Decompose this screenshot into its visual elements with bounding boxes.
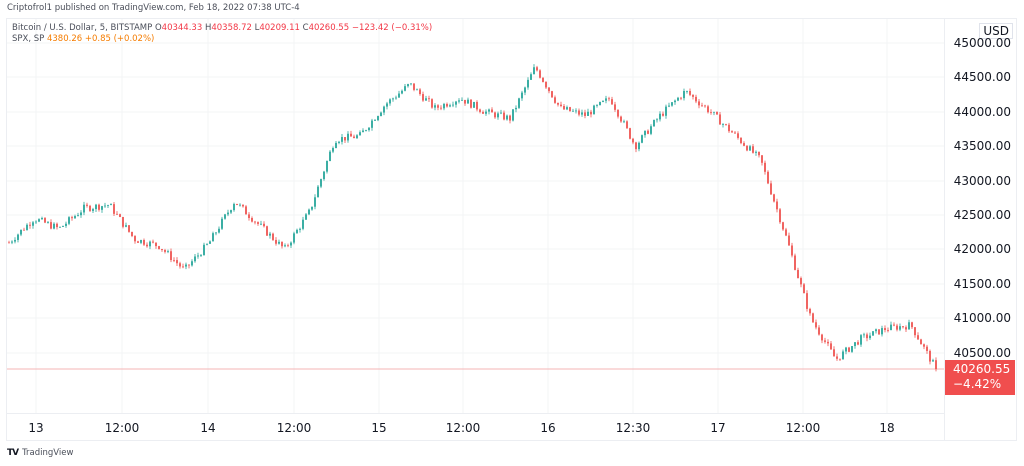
last-price-value: 40260.55 — [953, 362, 1011, 376]
last-price-change: −4.42% — [953, 377, 1002, 391]
grid-lines — [7, 19, 944, 413]
price-tick: 41000.00 — [953, 311, 1011, 325]
legend-symbol: Bitcoin / U.S. Dollar, 5, BITSTAMP — [12, 23, 153, 33]
price-chart-svg — [7, 19, 944, 413]
currency-label[interactable]: USD — [979, 23, 1013, 39]
legend-high: 40358.72 — [211, 23, 252, 33]
time-tick: 15 — [371, 421, 387, 435]
legend-change: −123.42 (−0.31%) — [351, 23, 433, 33]
price-tick: 42000.00 — [953, 242, 1011, 256]
time-tick: 12:30 — [615, 421, 651, 435]
price-tick: 45000.00 — [953, 36, 1011, 50]
price-tick: 44000.00 — [953, 105, 1011, 119]
legend-row-spx: SPX, SP 4380.26 +0.85 (+0.02%) — [12, 34, 432, 45]
footer-brand: TV TradingView — [7, 448, 73, 458]
brand-name: TradingView — [22, 448, 74, 458]
price-tick: 43500.00 — [953, 139, 1011, 153]
time-tick: 12:00 — [445, 421, 481, 435]
time-tick: 14 — [200, 421, 216, 435]
tradingview-logo-icon: TV — [7, 448, 19, 458]
legend-open: 40344.33 — [161, 23, 203, 33]
time-tick: 12:00 — [785, 421, 821, 435]
price-tick: 43000.00 — [953, 174, 1011, 188]
time-tick: 12:00 — [104, 421, 140, 435]
legend-spx-value: 4380.26 — [46, 34, 83, 44]
time-tick: 13 — [28, 421, 44, 435]
price-tick: 41500.00 — [953, 277, 1011, 291]
price-tick: 40500.00 — [953, 346, 1011, 360]
price-tick: 42500.00 — [953, 208, 1011, 222]
last-price-badge: 40260.55 −4.42% — [945, 360, 1015, 395]
legend-close: 40260.55 — [308, 23, 350, 33]
time-tick: 16 — [540, 421, 556, 435]
legend-spx-symbol: SPX, SP — [12, 34, 45, 44]
legend-spx-change: +0.85 (+0.02%) — [84, 34, 155, 44]
chart-legend: Bitcoin / U.S. Dollar, 5, BITSTAMP O4034… — [12, 23, 432, 45]
price-axis[interactable]: USD 45000.00 44500.00 44000.00 43500.00 … — [944, 19, 1017, 440]
chart-frame — [6, 18, 1017, 441]
candlestick-series — [8, 64, 937, 372]
chart-plot-area[interactable] — [7, 19, 944, 413]
legend-low: 40209.11 — [259, 23, 300, 33]
time-axis[interactable]: 13 12:00 14 12:00 15 12:00 16 12:30 17 1… — [7, 413, 944, 441]
time-tick: 17 — [710, 421, 726, 435]
publisher-caption: Criptofrol1 published on TradingView.com… — [7, 3, 300, 13]
price-tick: 44500.00 — [953, 70, 1011, 84]
legend-row-btc: Bitcoin / U.S. Dollar, 5, BITSTAMP O4034… — [12, 23, 433, 33]
time-tick: 12:00 — [276, 421, 312, 435]
time-tick: 18 — [879, 421, 895, 435]
